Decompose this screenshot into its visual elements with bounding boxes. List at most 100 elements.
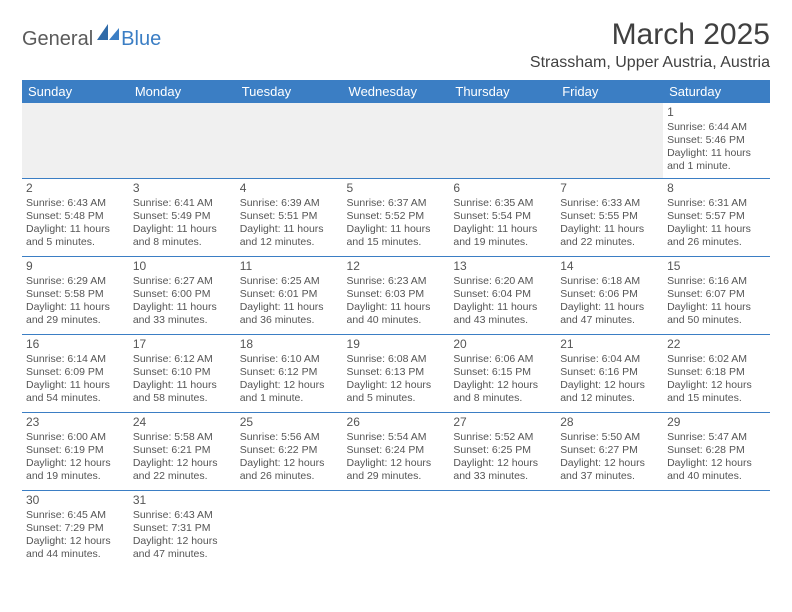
daylight-text: Daylight: 12 hours and 29 minutes. (347, 457, 446, 483)
empty-cell (556, 103, 663, 178)
daylight-text: Daylight: 12 hours and 1 minute. (240, 379, 339, 405)
sunset-text: Sunset: 6:03 PM (347, 288, 446, 301)
sunrise-text: Sunrise: 6:23 AM (347, 275, 446, 288)
sunset-text: Sunset: 5:58 PM (26, 288, 125, 301)
day-number: 1 (667, 105, 766, 120)
calendar-table: Sunday Monday Tuesday Wednesday Thursday… (22, 80, 770, 568)
sunrise-text: Sunrise: 6:43 AM (133, 509, 232, 522)
weekday-header: Thursday (449, 80, 556, 103)
day-cell: 23Sunrise: 6:00 AMSunset: 6:19 PMDayligh… (22, 412, 129, 490)
sunset-text: Sunset: 5:52 PM (347, 210, 446, 223)
sunset-text: Sunset: 5:51 PM (240, 210, 339, 223)
sunset-text: Sunset: 6:21 PM (133, 444, 232, 457)
logo-text-blue: Blue (121, 28, 161, 51)
sunrise-text: Sunrise: 5:58 AM (133, 431, 232, 444)
day-number: 18 (240, 337, 339, 352)
empty-cell (449, 490, 556, 568)
day-cell: 15Sunrise: 6:16 AMSunset: 6:07 PMDayligh… (663, 256, 770, 334)
logo-text-general: General (22, 28, 93, 51)
day-number: 11 (240, 259, 339, 274)
daylight-text: Daylight: 11 hours and 47 minutes. (560, 301, 659, 327)
day-number: 2 (26, 181, 125, 196)
sunset-text: Sunset: 6:24 PM (347, 444, 446, 457)
sunset-text: Sunset: 6:01 PM (240, 288, 339, 301)
day-cell: 19Sunrise: 6:08 AMSunset: 6:13 PMDayligh… (343, 334, 450, 412)
calendar-row: 23Sunrise: 6:00 AMSunset: 6:19 PM Dayligh… (22, 412, 770, 490)
sunset-text: Sunset: 7:29 PM (26, 522, 125, 535)
day-number: 26 (347, 415, 446, 430)
empty-cell (22, 103, 129, 178)
sunrise-text: Sunrise: 6:08 AM (347, 353, 446, 366)
sunset-text: Sunset: 5:55 PM (560, 210, 659, 223)
sunrise-text: Sunrise: 6:02 AM (667, 353, 766, 366)
sunrise-text: Sunrise: 6:10 AM (240, 353, 339, 366)
empty-cell (663, 490, 770, 568)
empty-cell (449, 103, 556, 178)
day-number: 21 (560, 337, 659, 352)
daylight-text: Daylight: 11 hours and 50 minutes. (667, 301, 766, 327)
day-cell: 24Sunrise: 5:58 AMSunset: 6:21 PMDayligh… (129, 412, 236, 490)
daylight-text: Daylight: 11 hours and 5 minutes. (26, 223, 125, 249)
daylight-text: Daylight: 11 hours and 33 minutes. (133, 301, 232, 327)
weekday-header: Monday (129, 80, 236, 103)
day-number: 3 (133, 181, 232, 196)
daylight-text: Daylight: 11 hours and 29 minutes. (26, 301, 125, 327)
day-number: 24 (133, 415, 232, 430)
daylight-text: Daylight: 12 hours and 44 minutes. (26, 535, 125, 561)
day-cell: 28Sunrise: 5:50 AMSunset: 6:27 PMDayligh… (556, 412, 663, 490)
day-number: 10 (133, 259, 232, 274)
empty-cell (236, 490, 343, 568)
daylight-text: Daylight: 12 hours and 33 minutes. (453, 457, 552, 483)
day-number: 15 (667, 259, 766, 274)
calendar-row: 1 Sunrise: 6:44 AM Sunset: 5:46 PM Dayli… (22, 103, 770, 178)
sunset-text: Sunset: 6:15 PM (453, 366, 552, 379)
sunrise-text: Sunrise: 6:27 AM (133, 275, 232, 288)
weekday-header: Saturday (663, 80, 770, 103)
day-cell: 16Sunrise: 6:14 AMSunset: 6:09 PMDayligh… (22, 334, 129, 412)
sunrise-text: Sunrise: 6:37 AM (347, 197, 446, 210)
sunset-text: Sunset: 6:07 PM (667, 288, 766, 301)
sunrise-text: Sunrise: 6:45 AM (26, 509, 125, 522)
day-number: 7 (560, 181, 659, 196)
sunset-text: Sunset: 6:19 PM (26, 444, 125, 457)
sunset-text: Sunset: 6:16 PM (560, 366, 659, 379)
day-cell: 22Sunrise: 6:02 AMSunset: 6:18 PMDayligh… (663, 334, 770, 412)
sunrise-text: Sunrise: 6:44 AM (667, 121, 766, 134)
day-number: 29 (667, 415, 766, 430)
day-number: 31 (133, 493, 232, 508)
sunset-text: Sunset: 5:57 PM (667, 210, 766, 223)
sunset-text: Sunset: 5:54 PM (453, 210, 552, 223)
day-number: 14 (560, 259, 659, 274)
daylight-text: Daylight: 12 hours and 47 minutes. (133, 535, 232, 561)
sunrise-text: Sunrise: 5:52 AM (453, 431, 552, 444)
day-number: 30 (26, 493, 125, 508)
day-number: 25 (240, 415, 339, 430)
day-number: 6 (453, 181, 552, 196)
sunrise-text: Sunrise: 6:04 AM (560, 353, 659, 366)
sunset-text: Sunset: 5:46 PM (667, 134, 766, 147)
sunset-text: Sunset: 6:22 PM (240, 444, 339, 457)
sunrise-text: Sunrise: 5:56 AM (240, 431, 339, 444)
daylight-text: Daylight: 11 hours and 40 minutes. (347, 301, 446, 327)
day-cell: 17Sunrise: 6:12 AMSunset: 6:10 PMDayligh… (129, 334, 236, 412)
day-cell: 11Sunrise: 6:25 AMSunset: 6:01 PMDayligh… (236, 256, 343, 334)
sunrise-text: Sunrise: 6:43 AM (26, 197, 125, 210)
sunrise-text: Sunrise: 5:54 AM (347, 431, 446, 444)
sunrise-text: Sunrise: 6:25 AM (240, 275, 339, 288)
sunset-text: Sunset: 6:10 PM (133, 366, 232, 379)
day-cell: 8Sunrise: 6:31 AMSunset: 5:57 PMDaylight… (663, 178, 770, 256)
sunrise-text: Sunrise: 6:00 AM (26, 431, 125, 444)
calendar-row: 16Sunrise: 6:14 AMSunset: 6:09 PMDayligh… (22, 334, 770, 412)
day-cell: 14Sunrise: 6:18 AMSunset: 6:06 PMDayligh… (556, 256, 663, 334)
daylight-text: Daylight: 12 hours and 12 minutes. (560, 379, 659, 405)
day-number: 23 (26, 415, 125, 430)
sunset-text: Sunset: 6:28 PM (667, 444, 766, 457)
day-number: 13 (453, 259, 552, 274)
daylight-text: Daylight: 12 hours and 40 minutes. (667, 457, 766, 483)
weekday-header: Tuesday (236, 80, 343, 103)
day-number: 22 (667, 337, 766, 352)
title-block: March 2025 Strassham, Upper Austria, Aus… (530, 18, 770, 72)
sunset-text: Sunset: 6:25 PM (453, 444, 552, 457)
daylight-text: Daylight: 12 hours and 22 minutes. (133, 457, 232, 483)
sunrise-text: Sunrise: 6:29 AM (26, 275, 125, 288)
